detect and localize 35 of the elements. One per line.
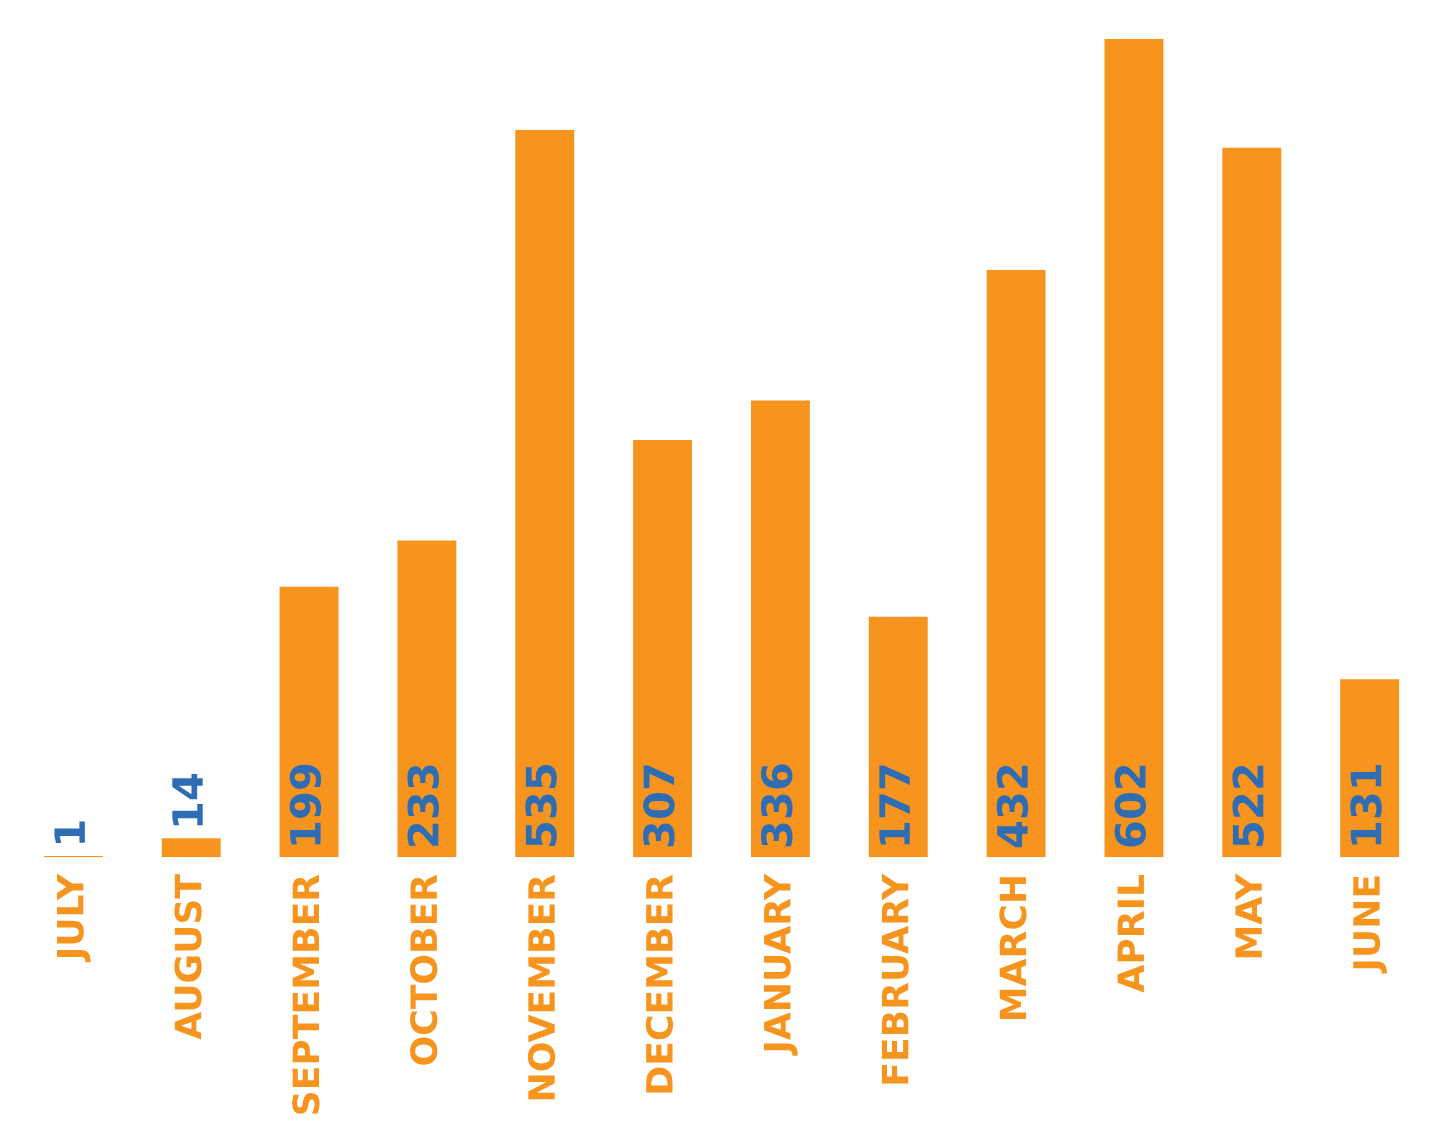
data-label: 131 xyxy=(1350,764,1382,845)
data-label: 14 xyxy=(172,774,203,826)
x-tick-label: JANUARY xyxy=(764,873,798,1056)
data-label: 522 xyxy=(1232,765,1264,846)
bar xyxy=(986,270,1046,858)
x-tick-label: MAY xyxy=(1235,873,1262,958)
x-tick-label: AUGUST xyxy=(174,874,202,1040)
data-label: 1 xyxy=(54,821,85,844)
data-label: 602 xyxy=(1114,765,1147,847)
x-tick-label: DECEMBER xyxy=(645,874,674,1093)
data-label: 535 xyxy=(525,765,557,846)
bar xyxy=(868,616,928,858)
data-label: 307 xyxy=(643,765,675,847)
bar xyxy=(397,540,457,858)
x-tick-label: FEBRUARY xyxy=(881,873,909,1084)
bar xyxy=(161,838,221,858)
data-label: 336 xyxy=(761,764,793,847)
bar xyxy=(633,439,693,858)
x-tick-label: SEPTEMBER xyxy=(292,874,320,1114)
x-tick-label: JUNE xyxy=(1353,876,1387,974)
bar xyxy=(515,130,575,858)
bar xyxy=(750,400,810,858)
bar xyxy=(1222,147,1282,858)
bar xyxy=(279,586,339,858)
x-tick-label: OCTOBER xyxy=(410,874,438,1065)
x-tick-label: APRIL xyxy=(1117,874,1144,993)
bar xyxy=(1104,38,1164,858)
data-label: 177 xyxy=(879,765,910,845)
x-tick-label: JULY xyxy=(56,873,91,963)
data-label: 199 xyxy=(289,764,322,845)
data-label: 233 xyxy=(407,765,439,846)
x-tick-label: MARCH xyxy=(999,877,1027,1020)
bar xyxy=(1340,679,1400,858)
data-label: 432 xyxy=(996,765,1029,848)
x-tick-label: NOVEMBER xyxy=(527,874,556,1100)
